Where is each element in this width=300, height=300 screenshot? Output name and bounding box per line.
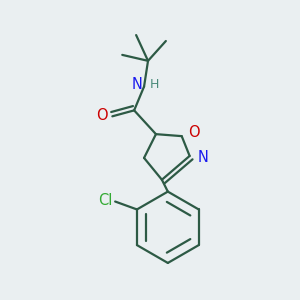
Text: N: N	[198, 150, 208, 165]
Text: Cl: Cl	[98, 193, 112, 208]
Text: H: H	[150, 78, 159, 91]
Text: O: O	[96, 108, 107, 123]
Text: N: N	[131, 77, 142, 92]
Text: O: O	[188, 125, 199, 140]
